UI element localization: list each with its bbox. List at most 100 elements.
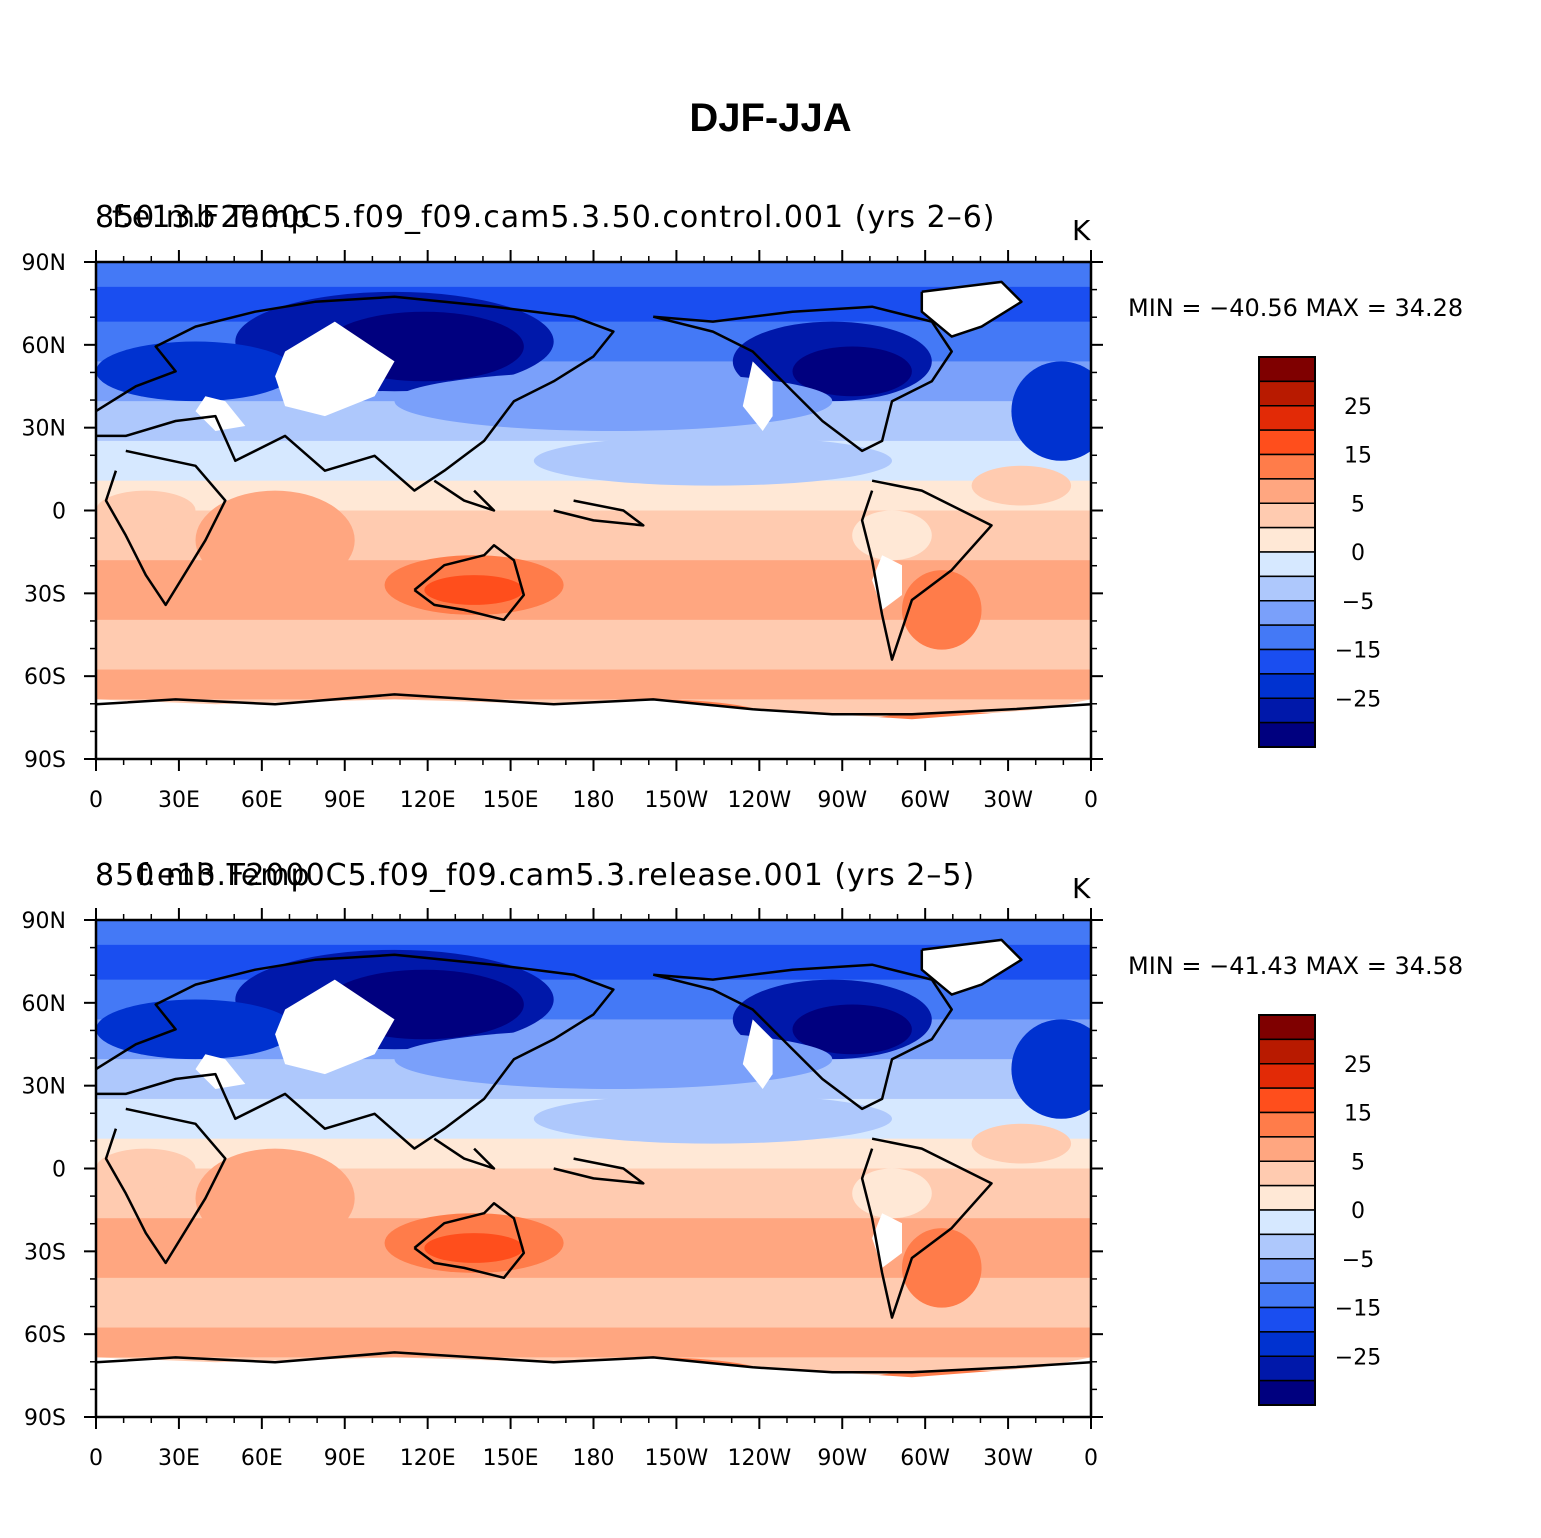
colorbar-box — [1258, 1184, 1316, 1211]
x-tick-label: 30E — [158, 1446, 200, 1471]
y-tick-label: 60S — [24, 665, 66, 690]
colorbar-box — [1258, 600, 1316, 626]
x-tick-label: 0 — [89, 1446, 103, 1471]
temperature-region — [792, 346, 912, 397]
temperature-region — [96, 999, 295, 1060]
temperature-region — [96, 1148, 196, 1189]
coastline — [104, 1107, 227, 1265]
temperature-region — [971, 1123, 1072, 1164]
temperature-region — [96, 341, 295, 402]
panel-case-string: f.e13.F2000C5.f09_f09.cam5.3.50.control.… — [112, 200, 996, 235]
coastline — [860, 479, 993, 661]
missing-data-area — [96, 699, 1091, 759]
x-tick-label: 0 — [1084, 1446, 1098, 1471]
y-tick-label: 60S — [24, 1323, 66, 1348]
missing-data-area — [275, 321, 395, 417]
colorbar-box — [1258, 1258, 1316, 1284]
coastline — [413, 1202, 526, 1280]
missing-data-area — [96, 1357, 1091, 1417]
x-tick-label: 0 — [89, 788, 103, 813]
coastline — [553, 499, 645, 527]
colorbar-label: 15 — [1344, 444, 1372, 469]
x-tick-label: 180 — [573, 1446, 615, 1471]
colorbar-label: 15 — [1344, 1102, 1372, 1127]
y-tick-label: 0 — [52, 500, 66, 525]
colorbar-box — [1258, 1282, 1316, 1309]
x-tick-label: 90W — [817, 1446, 867, 1471]
y-tick-label: 30N — [22, 1075, 66, 1100]
x-tick-label: 60W — [900, 788, 950, 813]
x-tick-label: 90E — [324, 1446, 366, 1471]
coastline — [652, 305, 953, 453]
y-tick-label: 30S — [24, 1240, 66, 1265]
temperature-map: 0 30E 60E 90E 120E 150E 180 150W 120W 90W 60W 30W 09… — [22, 250, 1381, 813]
colorbar-label: −25 — [1335, 1345, 1381, 1370]
colorbar-label: 5 — [1351, 1150, 1365, 1175]
x-tick-label: 60W — [900, 1446, 950, 1471]
coastline — [96, 693, 1091, 716]
temperature-region — [533, 1093, 893, 1144]
x-tick-label: 150W — [645, 788, 709, 813]
missing-data-area — [742, 1019, 773, 1089]
x-tick-label: 30E — [158, 788, 200, 813]
panel-units: K — [1072, 872, 1091, 905]
coastline — [860, 1137, 993, 1319]
colorbar-box — [1258, 453, 1316, 480]
x-tick-label: 60E — [241, 1446, 283, 1471]
colorbar-label: −5 — [1342, 590, 1374, 615]
temperature-map: 0 30E 60E 90E 120E 150E 180 150W 120W 90W 60W 30W 09… — [22, 908, 1381, 1471]
temperature-region — [195, 490, 355, 591]
x-tick-label: 120W — [727, 1446, 791, 1471]
temperature-band — [96, 262, 1091, 288]
colorbar-box — [1258, 1087, 1316, 1114]
temperature-band — [96, 1327, 1091, 1359]
colorbar-box — [1258, 1136, 1316, 1162]
colorbar-box — [1258, 673, 1316, 699]
temperature-region — [792, 1004, 912, 1055]
colorbar-label: 0 — [1351, 1199, 1365, 1224]
colorbar-box — [1258, 1014, 1316, 1041]
colorbar-box — [1258, 526, 1316, 553]
x-tick-label: 180 — [573, 788, 615, 813]
temperature-region — [901, 1228, 982, 1308]
colorbar-box — [1258, 1331, 1316, 1357]
coastline — [413, 544, 526, 622]
y-tick-label: 30N — [22, 417, 66, 442]
colorbar-box — [1258, 575, 1316, 602]
temperature-region — [96, 490, 196, 531]
x-tick-label: 90E — [324, 788, 366, 813]
colorbar-box — [1258, 1306, 1316, 1333]
colorbar-label: −25 — [1335, 687, 1381, 712]
panel-left-string: 850 mb Temp — [95, 858, 311, 893]
temperature-region — [424, 1233, 524, 1263]
temperature-region — [852, 510, 932, 561]
colorbar-box — [1258, 1111, 1316, 1138]
panel-min-max: MIN = −40.56 MAX = 34.28 — [1128, 294, 1464, 322]
y-tick-label: 60N — [22, 992, 66, 1017]
coastline — [96, 295, 615, 492]
colorbar-box — [1258, 502, 1316, 529]
colorbar-label: 5 — [1351, 492, 1365, 517]
y-tick-label: 90S — [24, 748, 66, 773]
panel-units: K — [1072, 214, 1091, 247]
y-tick-label: 60N — [22, 334, 66, 359]
map-field — [96, 920, 1091, 1417]
y-tick-label: 0 — [52, 1158, 66, 1183]
x-tick-label: 60E — [241, 788, 283, 813]
colorbar-box — [1258, 429, 1316, 456]
colorbar-box — [1258, 697, 1316, 724]
x-tick-label: 90W — [817, 788, 867, 813]
x-tick-label: 120E — [400, 1446, 456, 1471]
x-tick-label: 150W — [645, 1446, 709, 1471]
missing-data-area — [742, 361, 773, 431]
coastline — [433, 1137, 496, 1170]
y-tick-label: 90S — [24, 1406, 66, 1431]
colorbar-box — [1258, 356, 1316, 383]
figure-title: DJF-JJA — [689, 96, 852, 140]
coastline — [96, 953, 615, 1150]
colorbar-box — [1258, 648, 1316, 675]
missing-data-area — [195, 1054, 246, 1089]
x-tick-label: 30W — [983, 1446, 1033, 1471]
x-tick-label: 30W — [983, 788, 1033, 813]
colorbar-box — [1258, 721, 1316, 748]
